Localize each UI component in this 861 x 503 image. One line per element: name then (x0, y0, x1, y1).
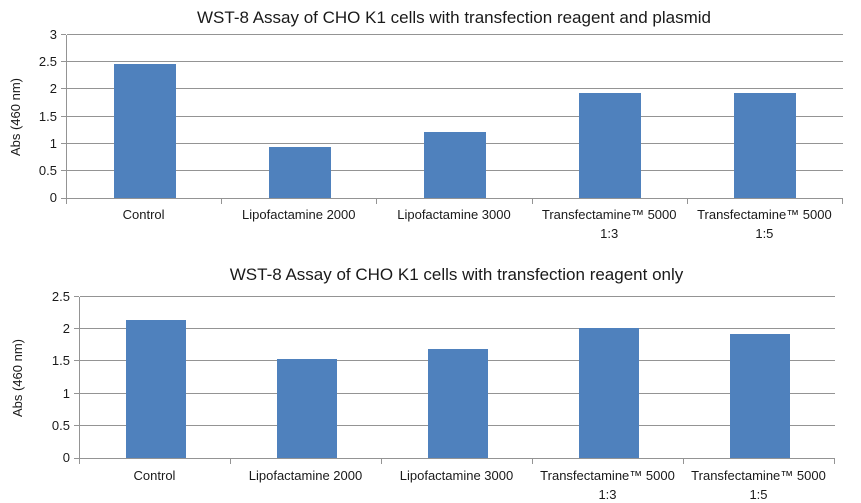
x-tick-mark (376, 199, 377, 204)
y-tick-mark (61, 61, 66, 63)
bar (277, 359, 337, 458)
y-tick-mark (61, 142, 66, 144)
y-tick-label: 3 (49, 27, 57, 42)
y-tick-label: 2.5 (51, 289, 70, 304)
gridline (80, 328, 835, 330)
y-tick-label: 2 (49, 81, 57, 97)
bar (734, 93, 796, 198)
y-tick-mark (61, 115, 66, 117)
x-category-label: Control (122, 207, 165, 222)
y-tick-mark (74, 458, 79, 459)
y-tick-mark (74, 296, 79, 297)
bar (428, 349, 488, 458)
top-chart-title: WST-8 Assay of CHO K1 cells with transfe… (196, 8, 711, 27)
x-tick-mark (842, 199, 843, 204)
y-tick-label: 0.5 (51, 417, 70, 433)
bar (579, 93, 641, 198)
top-chart: WST-8 Assay of CHO K1 cells with transfe… (8, 8, 843, 241)
x-tick-mark (230, 459, 231, 464)
y-tick-label: 2 (62, 321, 70, 337)
bar (730, 334, 790, 458)
y-tick-label: 1.5 (51, 353, 70, 369)
x-tick-mark (532, 199, 533, 204)
gridline (67, 115, 843, 117)
x-tick-mark (687, 199, 688, 204)
x-category-label: Lipofactamine 3000 (397, 207, 511, 222)
bar (269, 147, 331, 198)
y-tick-mark (74, 360, 79, 362)
bar (126, 320, 186, 458)
x-category-label: Lipofactamine 2000 (248, 468, 363, 483)
y-tick-mark (74, 328, 79, 330)
gridline (67, 61, 843, 63)
y-tick-label: 0 (62, 450, 70, 465)
y-tick-label: 1 (49, 135, 57, 151)
gridline (67, 34, 843, 35)
x-category-label: Lipofactamine 3000 (399, 468, 514, 483)
y-tick-mark (74, 392, 79, 394)
y-tick-label: 1.5 (38, 108, 57, 124)
y-tick-label: 2.5 (38, 54, 57, 70)
x-tick-mark (79, 459, 80, 464)
x-category-label: Lipofactamine 2000 (242, 207, 356, 222)
x-category-label: Transfectamine™ 5000 1:3 (540, 468, 675, 502)
y-tick-mark (74, 424, 79, 426)
top-chart-plot-area (66, 34, 843, 199)
y-tick-mark (61, 88, 66, 90)
y-tick-mark (61, 169, 66, 171)
y-tick-label: 0 (49, 190, 57, 205)
y-tick-mark (61, 198, 66, 199)
x-category-label: Control (133, 468, 176, 483)
y-tick-label: 1 (62, 385, 70, 401)
x-tick-mark (381, 459, 382, 464)
x-category-label: Transfectamine™ 5000 1:5 (697, 207, 832, 241)
bottom-chart-title: WST-8 Assay of CHO K1 cells with transfe… (229, 265, 684, 284)
bottom-chart: WST-8 Assay of CHO K1 cells with transfe… (0, 253, 861, 503)
x-category-label: Transfectamine™ 5000 1:5 (691, 468, 826, 502)
x-tick-mark (683, 459, 684, 464)
bar (579, 328, 639, 458)
y-tick-label: 0.5 (38, 162, 57, 178)
x-tick-mark (221, 199, 222, 204)
bar (114, 64, 176, 198)
bar (424, 132, 486, 198)
gridline (67, 88, 843, 90)
x-tick-mark (834, 459, 835, 464)
x-category-label: Transfectamine™ 5000 1:3 (541, 207, 677, 241)
x-tick-mark (66, 199, 67, 204)
x-tick-mark (532, 459, 533, 464)
gridline (80, 296, 835, 297)
bottom-chart-plot-area (79, 296, 835, 459)
y-tick-mark (61, 34, 66, 35)
